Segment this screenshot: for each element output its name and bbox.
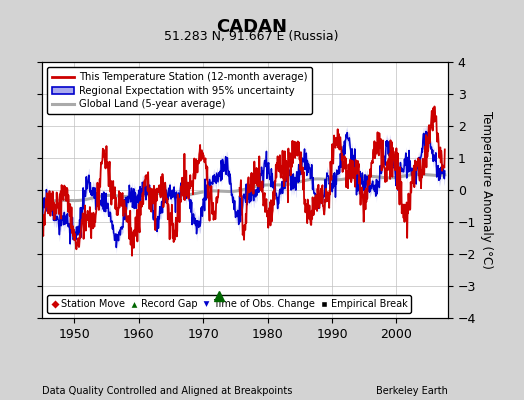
Text: Data Quality Controlled and Aligned at Breakpoints: Data Quality Controlled and Aligned at B…	[42, 386, 292, 396]
Text: Berkeley Earth: Berkeley Earth	[376, 386, 448, 396]
Legend: Station Move, Record Gap, Time of Obs. Change, Empirical Break: Station Move, Record Gap, Time of Obs. C…	[47, 295, 411, 313]
Text: CADAN: CADAN	[216, 18, 287, 36]
Y-axis label: Temperature Anomaly (°C): Temperature Anomaly (°C)	[481, 111, 493, 269]
Text: 51.283 N, 91.667 E (Russia): 51.283 N, 91.667 E (Russia)	[164, 30, 339, 43]
